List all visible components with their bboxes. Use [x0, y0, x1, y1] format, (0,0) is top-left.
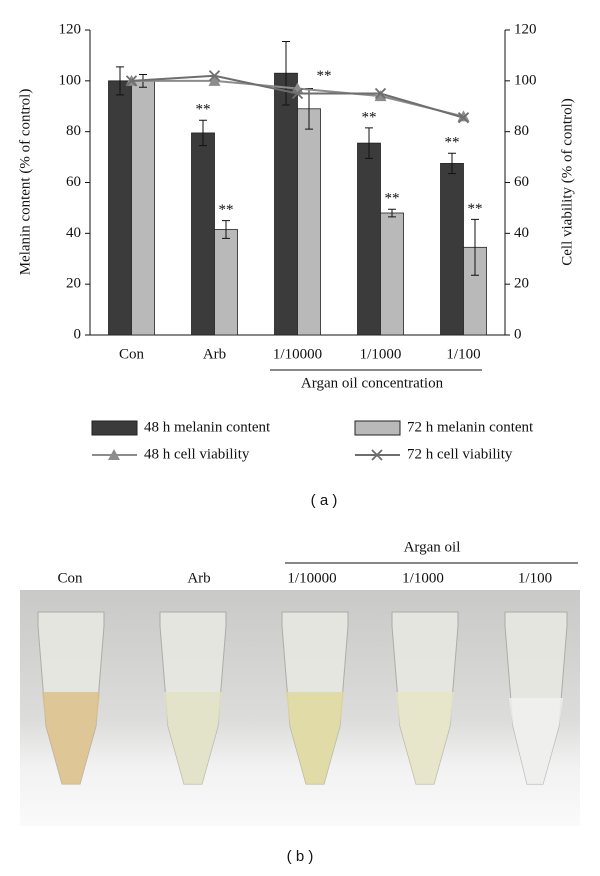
photo-label: 1/10000: [287, 570, 336, 586]
bar: [274, 72, 298, 336]
y-tick-label: 120: [59, 21, 82, 37]
y2-tick-label: 0: [514, 326, 522, 342]
x-tick-label: 1/1000: [360, 346, 402, 362]
legend-label: 48 h cell viability: [144, 446, 250, 462]
photo: [20, 590, 580, 826]
y2-tick-label: 40: [514, 225, 529, 241]
significance-label: **: [385, 191, 400, 207]
marker: [374, 87, 387, 100]
x-tick-label: 1/100: [446, 346, 480, 362]
bar: [214, 229, 238, 336]
bar: [131, 80, 155, 336]
error-bar: [471, 218, 479, 276]
photo-label: 1/100: [518, 570, 552, 586]
significance-label: **: [362, 109, 377, 125]
panel-label: ( b ): [287, 848, 314, 865]
y2-axis-label: Cell viability (% of control): [559, 98, 575, 265]
error-bar: [365, 127, 373, 159]
marker: [125, 75, 138, 87]
legend-label: 72 h melanin content: [407, 419, 534, 435]
error-bar: [388, 208, 396, 218]
x-tick-label: Arb: [203, 346, 226, 362]
marker: [371, 449, 383, 461]
x-tick-label: 1/10000: [273, 346, 322, 362]
y-tick-label: 80: [66, 123, 81, 139]
panel-label: ( a ): [311, 492, 338, 509]
y-axis-label: Melanin content (% of control): [17, 89, 33, 276]
y-tick-label: 40: [66, 225, 81, 241]
group-label: Argan oil concentration: [301, 375, 444, 391]
bar: [191, 132, 215, 336]
bar: [357, 142, 381, 336]
error-bar: [448, 152, 456, 175]
y-tick-label: 100: [59, 72, 82, 88]
y2-tick-label: 80: [514, 123, 529, 139]
y-tick-label: 0: [74, 326, 82, 342]
bar: [440, 163, 464, 336]
legend-label: 48 h melanin content: [144, 419, 271, 435]
marker: [457, 110, 470, 122]
y-tick-label: 60: [66, 174, 81, 190]
photo-label: Con: [57, 570, 83, 586]
photo-label: 1/1000: [402, 570, 444, 586]
y2-tick-label: 120: [514, 21, 537, 37]
marker: [457, 112, 470, 124]
marker: [208, 70, 221, 82]
significance-label: **: [445, 135, 460, 151]
legend-swatch: [91, 420, 138, 436]
legend-swatch: [354, 420, 401, 436]
bar: [108, 80, 132, 336]
error-bar: [282, 40, 290, 106]
error-bar: [199, 119, 207, 147]
significance-label: **: [317, 68, 332, 84]
legend-label: 72 h cell viability: [407, 446, 513, 462]
y-tick-label: 20: [66, 276, 81, 292]
marker: [208, 74, 221, 86]
error-bar: [116, 66, 124, 96]
marker: [108, 449, 120, 460]
y2-tick-label: 100: [514, 72, 537, 88]
bar: [297, 108, 321, 336]
marker: [291, 87, 304, 100]
significance-label: **: [219, 202, 234, 218]
marker: [374, 90, 387, 102]
error-bar: [222, 220, 230, 239]
y2-tick-label: 20: [514, 276, 529, 292]
y2-tick-label: 60: [514, 174, 529, 190]
photo-group-label: Argan oil: [404, 539, 461, 555]
bar: [380, 212, 404, 336]
significance-label: **: [468, 201, 483, 217]
x-tick-label: Con: [119, 346, 145, 362]
photo-label: Arb: [187, 570, 210, 586]
significance-label: **: [196, 102, 211, 118]
